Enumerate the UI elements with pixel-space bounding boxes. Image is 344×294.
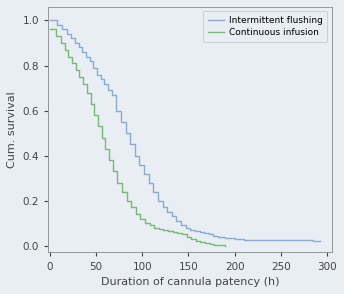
Y-axis label: Cum. survival: Cum. survival	[7, 91, 17, 168]
Legend: Intermittent flushing, Continuous infusion: Intermittent flushing, Continuous infusi…	[203, 11, 327, 42]
X-axis label: Duration of cannula patency (h): Duration of cannula patency (h)	[100, 277, 279, 287]
